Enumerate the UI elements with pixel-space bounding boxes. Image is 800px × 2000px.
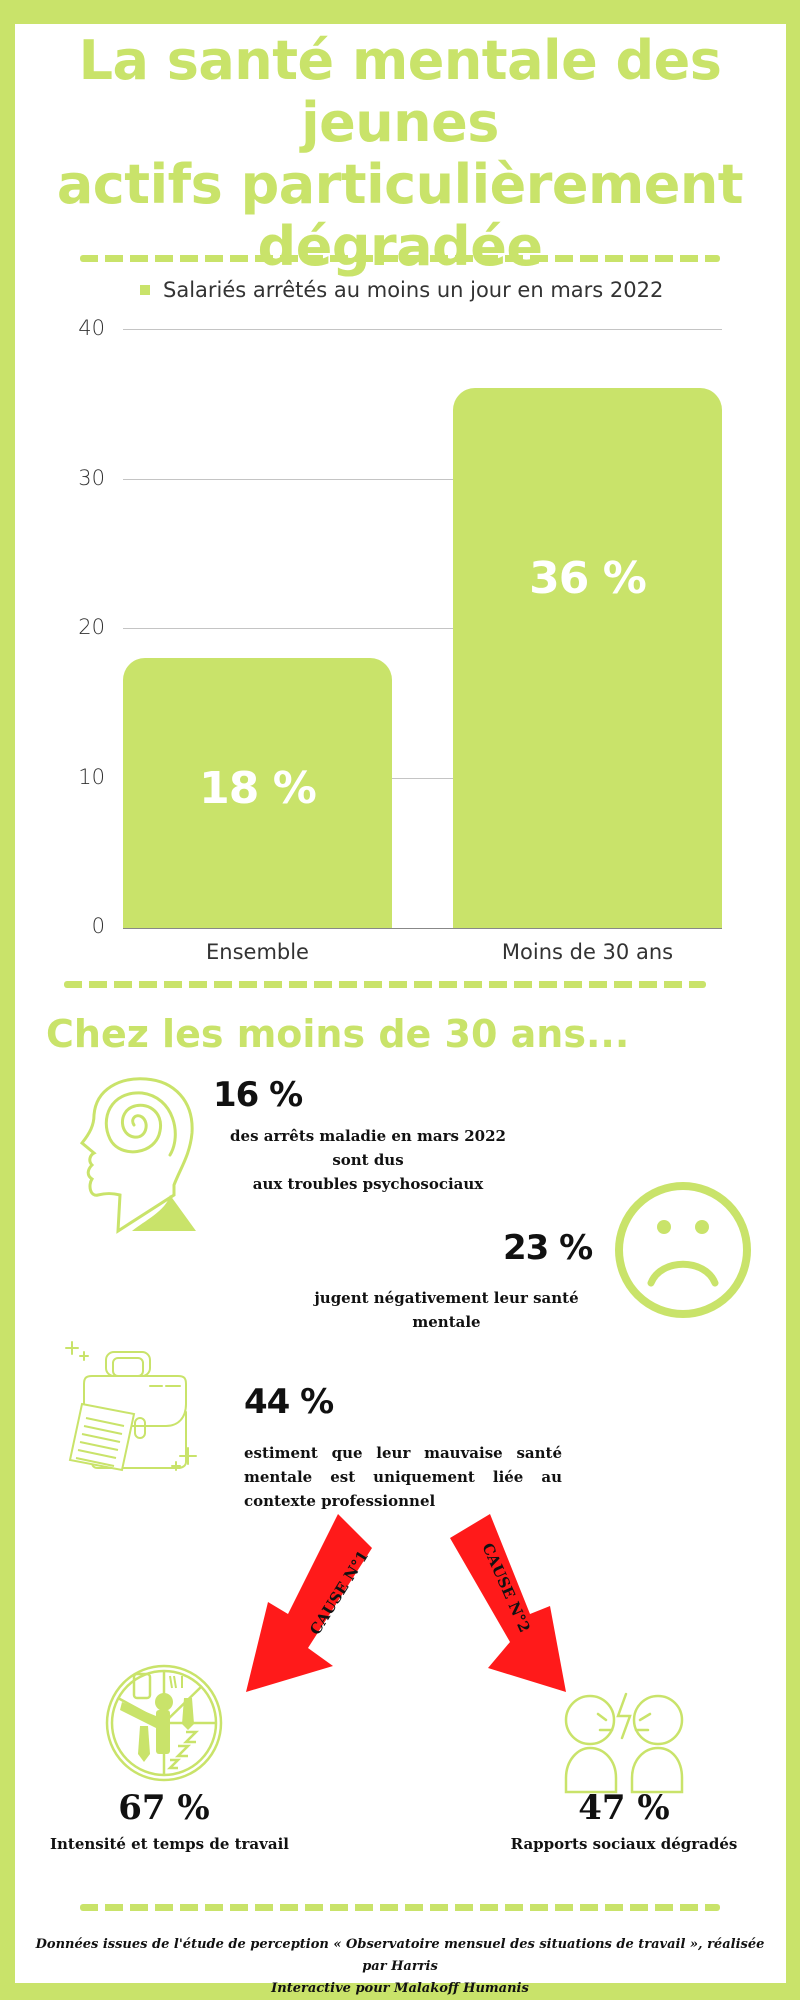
- stat-value-16: 16 %: [213, 1075, 303, 1115]
- cause-1-value: 67 %: [118, 1788, 210, 1828]
- legend-swatch-icon: [140, 285, 150, 295]
- briefcase-icon: [58, 1338, 208, 1478]
- chart-legend: Salariés arrêtés au moins un jour en mar…: [140, 276, 663, 304]
- source-line-2: Interactive pour Malakoff Humanis: [271, 1981, 529, 1996]
- page-title: La santé mentale des jeunes actifs parti…: [0, 30, 800, 278]
- stat-value-23: 23 %: [503, 1228, 593, 1268]
- y-tick-30: 30: [78, 466, 105, 490]
- y-tick-10: 10: [78, 765, 105, 789]
- gridline-20: [123, 628, 722, 629]
- cause-1-description: Intensité et temps de travail: [50, 1835, 289, 1853]
- stat-description-23: jugent négativement leur santé mentale: [314, 1289, 579, 1331]
- gridline-10: [123, 778, 722, 779]
- divider-dashed-bottom: [80, 1904, 720, 1911]
- source-line-1: Données issues de l'étude de perception …: [35, 1937, 765, 1974]
- x-tick-moins-de-30-ans: Moins de 30 ans: [501, 940, 674, 964]
- cause-2-arrow: CAUSE N°2: [448, 1514, 578, 1694]
- divider-dashed-top: [80, 255, 720, 262]
- cause-2-value: 47 %: [578, 1788, 670, 1828]
- infographic-panel: [15, 24, 786, 1983]
- cause-2-description: Rapports sociaux dégradés: [510, 1835, 738, 1853]
- bar-value-label: 18 %: [199, 762, 317, 814]
- y-tick-0: 0: [91, 914, 105, 938]
- bar-value-label: 36 %: [529, 552, 647, 604]
- source-footnote: Données issues de l'étude de perception …: [30, 1934, 770, 2000]
- y-tick-20: 20: [78, 615, 105, 639]
- head-spiral-icon: [70, 1075, 198, 1235]
- title-line-3: dégradée: [257, 215, 543, 278]
- conflict-people-icon: [560, 1690, 688, 1794]
- divider-dashed-middle: [64, 981, 706, 988]
- title-line-2: actifs particulièrement: [56, 153, 744, 216]
- work-time-clock-icon: [104, 1662, 224, 1784]
- y-tick-40: 40: [78, 316, 105, 340]
- stat-description-line: aux troubles psychosociaux: [252, 1175, 484, 1193]
- stat-description-44: estiment que leur mauvaise santé mentale…: [244, 1444, 562, 1510]
- bar-ensemble: 18 %: [123, 658, 392, 928]
- section-title: Chez les moins de 30 ans...: [46, 1012, 630, 1056]
- gridline-40: [123, 329, 722, 330]
- gridline-30: [123, 479, 722, 480]
- stat-description-16: des arrêts maladie en mars 2022 sont dus…: [213, 1124, 523, 1196]
- x-axis-baseline: [123, 928, 722, 929]
- stat-description-line: des arrêts maladie en mars 2022 sont dus: [230, 1127, 506, 1169]
- bar-moins-de-30-ans: 36 %: [453, 388, 722, 928]
- sad-face-icon: [613, 1180, 753, 1320]
- x-tick-ensemble: Ensemble: [206, 940, 309, 964]
- legend-label: Salariés arrêtés au moins un jour en mar…: [163, 278, 664, 302]
- title-line-1: La santé mentale des jeunes: [78, 29, 722, 154]
- stat-value-44: 44 %: [244, 1382, 334, 1422]
- cause-1-arrow: CAUSE N°1: [238, 1514, 378, 1694]
